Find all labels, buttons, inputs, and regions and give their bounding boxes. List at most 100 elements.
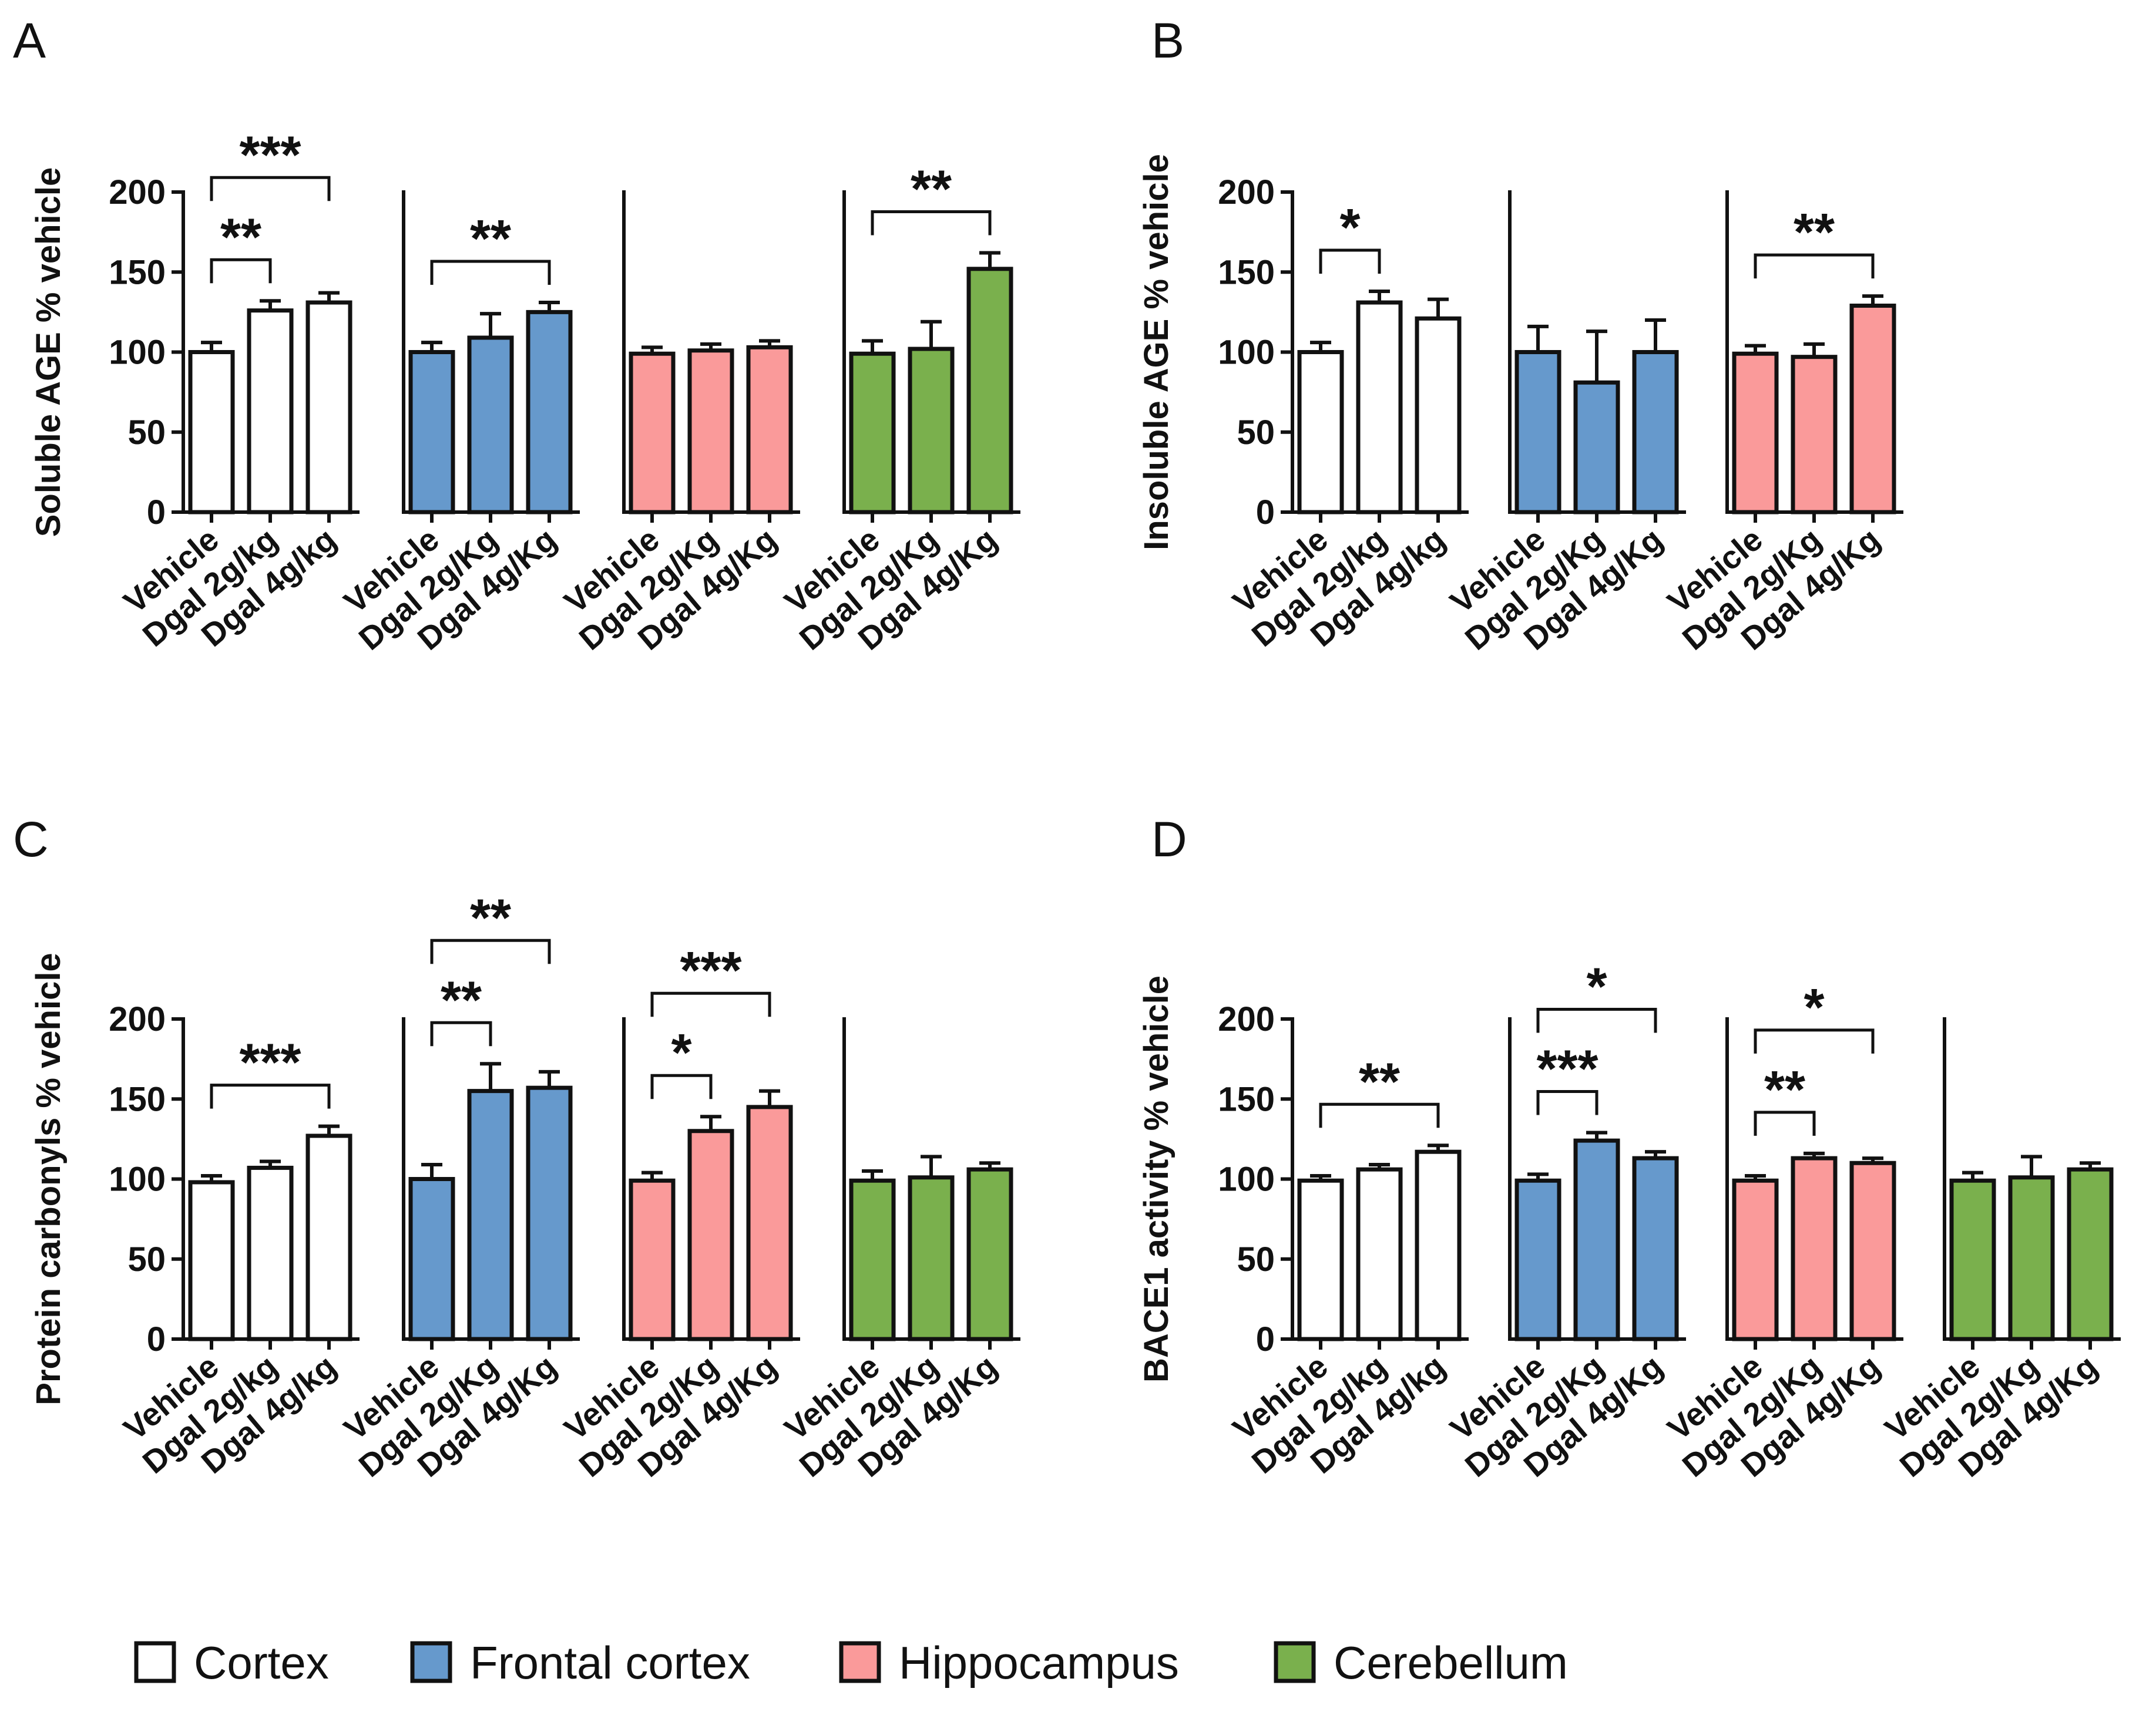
panels-layer: A Soluble AGE % vehicle 0 50 100 150 200 Vehicl… xyxy=(13,13,2121,1484)
bar xyxy=(687,348,734,514)
y-tick-label: 50 xyxy=(127,1240,166,1279)
bar xyxy=(2008,1175,2055,1341)
significance-bracket xyxy=(650,1074,713,1099)
legend-item-cerebellum: Cerebellum xyxy=(1274,1637,1568,1689)
y-tick-label: 0 xyxy=(147,493,166,532)
y-axis-label: Protein carbonyls % vehicle xyxy=(29,953,68,1405)
bar xyxy=(408,350,455,514)
legend-label: Hippocampus xyxy=(899,1637,1179,1689)
y-tick-label: 150 xyxy=(1218,253,1275,291)
legend-label: Frontal cortex xyxy=(470,1637,750,1689)
y-tick-label: 100 xyxy=(1218,1161,1275,1199)
bar xyxy=(1632,1156,1679,1341)
bar xyxy=(1415,316,1462,514)
bar xyxy=(526,1085,573,1341)
chart-panel-a: A Soluble AGE % vehicle 0 50 100 150 200 Vehicl… xyxy=(13,13,1020,657)
bar xyxy=(1297,350,1344,514)
y-axis-label: BACE1 activity % vehicle xyxy=(1137,976,1176,1383)
bar xyxy=(188,350,235,514)
y-tick-label: 50 xyxy=(1237,1240,1275,1279)
y-tick-label: 150 xyxy=(1218,1080,1275,1118)
significance-label: ** xyxy=(1794,203,1835,262)
bar xyxy=(849,1178,896,1341)
legend-swatch xyxy=(1274,1641,1316,1683)
bar xyxy=(1732,1178,1779,1341)
legend-label: Cerebellum xyxy=(1334,1637,1568,1689)
bar xyxy=(305,300,352,514)
y-tick-label: 100 xyxy=(1218,334,1275,372)
bar xyxy=(1573,380,1620,514)
chart-panel-b: B Insoluble AGE % vehicle 0 50 100 150 200 Vehi… xyxy=(1137,13,1903,657)
y-tick-label: 200 xyxy=(1218,1000,1275,1038)
chart-panel-c: C Protein carbonyls % vehicle 0 50 100 150 200… xyxy=(13,812,1020,1484)
significance-label: *** xyxy=(1536,1040,1598,1098)
panel-letter: D xyxy=(1151,812,1187,867)
bar xyxy=(1849,1161,1896,1341)
significance-bracket xyxy=(430,1021,492,1047)
bar xyxy=(629,351,676,514)
significance-bracket xyxy=(1536,1007,1657,1033)
y-axis-label: Soluble AGE % vehicle xyxy=(29,167,68,537)
bar xyxy=(1949,1178,1996,1341)
significance-label: *** xyxy=(239,1034,301,1092)
chart-panel-d: D BACE1 activity % vehicle 0 50 100 150 200 Veh… xyxy=(1137,812,2121,1484)
significance-bracket xyxy=(430,939,551,964)
significance-label: * xyxy=(1586,957,1607,1016)
y-tick-label: 0 xyxy=(1256,1320,1275,1358)
bar xyxy=(467,335,514,514)
legend-swatch xyxy=(134,1641,176,1683)
legend-label: Cortex xyxy=(194,1637,329,1689)
bar xyxy=(966,267,1013,514)
bar xyxy=(1732,351,1779,514)
bar xyxy=(247,1165,294,1341)
y-tick-label: 0 xyxy=(147,1320,166,1358)
y-tick-label: 100 xyxy=(109,1161,166,1199)
bar xyxy=(1514,1178,1561,1341)
bar xyxy=(1791,355,1838,514)
significance-label: ** xyxy=(1359,1052,1400,1111)
bar xyxy=(188,1180,235,1341)
legend: Cortex Frontal cortex Hippocampus Cerebellu… xyxy=(134,1637,1568,1689)
bar xyxy=(305,1134,352,1341)
y-tick-label: 100 xyxy=(109,334,166,372)
significance-label: ** xyxy=(470,889,511,947)
bar xyxy=(2067,1167,2114,1341)
bar xyxy=(1791,1156,1838,1341)
significance-label: *** xyxy=(239,126,301,184)
bar xyxy=(1297,1178,1344,1341)
significance-bracket xyxy=(650,991,771,1017)
significance-label: ** xyxy=(220,208,261,267)
bar xyxy=(1356,1167,1403,1341)
significance-bracket xyxy=(1319,248,1381,274)
significance-bracket xyxy=(1754,253,1875,279)
bar xyxy=(1632,350,1679,514)
bar xyxy=(467,1089,514,1341)
significance-label: ** xyxy=(470,210,511,268)
significance-bracket xyxy=(1754,1111,1816,1136)
bar xyxy=(629,1178,676,1341)
y-tick-label: 200 xyxy=(109,173,166,211)
bar xyxy=(408,1177,455,1341)
significance-label: * xyxy=(1804,978,1824,1037)
significance-label: *** xyxy=(680,941,741,1000)
bar xyxy=(849,351,896,514)
significance-bracket xyxy=(210,176,331,201)
bar xyxy=(526,310,573,514)
bar xyxy=(247,308,294,514)
bar xyxy=(1356,300,1403,514)
significance-bracket xyxy=(1536,1089,1598,1115)
y-tick-label: 50 xyxy=(127,413,166,452)
legend-swatch xyxy=(839,1641,881,1683)
significance-label: * xyxy=(1339,199,1360,257)
bar xyxy=(966,1167,1013,1341)
legend-item-hippocampus: Hippocampus xyxy=(839,1637,1179,1689)
significance-bracket xyxy=(1319,1102,1440,1128)
